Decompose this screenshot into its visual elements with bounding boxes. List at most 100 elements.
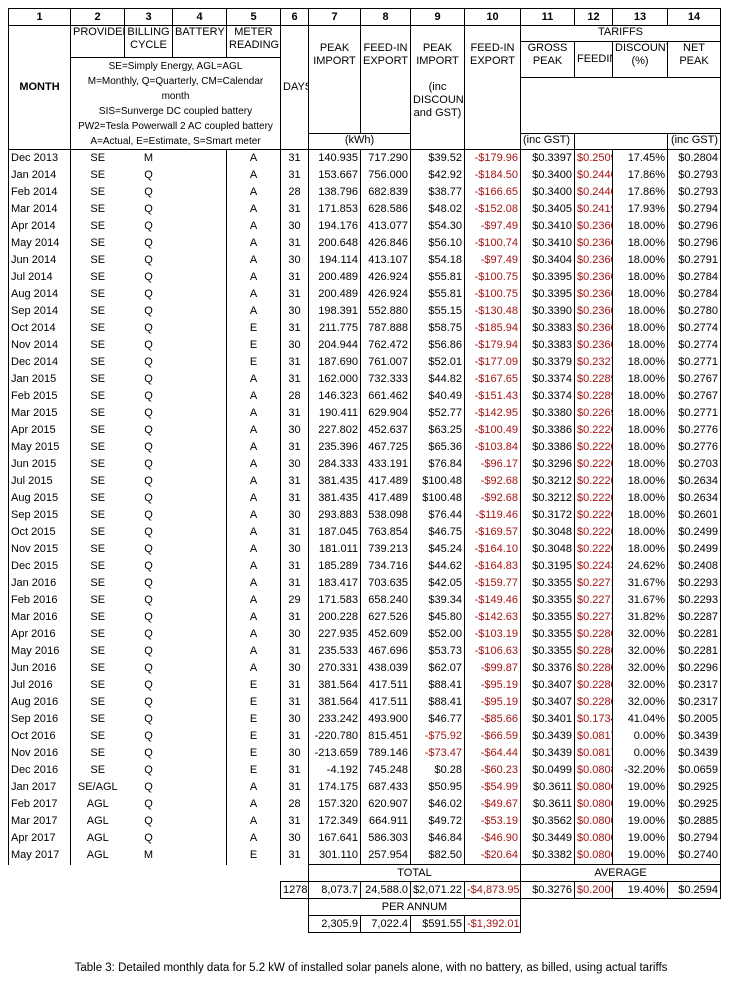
table-cell: $0.2767 (667, 388, 721, 405)
table-cell: 31 (280, 524, 309, 541)
table-cell: 467.696 (360, 643, 411, 660)
table-cell: $0.3355 (520, 643, 575, 660)
table-cell: $0.3379 (520, 354, 575, 371)
table-cell: A (226, 558, 281, 575)
table-cell: 187.045 (308, 524, 361, 541)
header-cell: (kWh) (308, 133, 411, 150)
table-cell: $0.2280 (574, 643, 613, 660)
table-cell: $0.3439 (667, 745, 721, 762)
table-cell: $0.3355 (520, 575, 575, 592)
table-cell: 17.86% (612, 167, 668, 184)
footer-row: 1278 8,073.7 24,588.0 $2,071.22 -$4,873.95 $0… (9, 881, 721, 899)
table-cell: -$142.63 (464, 609, 521, 626)
table-cell (173, 218, 227, 235)
table-row: Mar 2014 SE Q A 31 171.853 628.586 $48.02 -$152.… (8, 201, 721, 218)
table-cell: $0.0800 (574, 847, 613, 865)
table-cell: -$97.49 (464, 252, 521, 269)
table-cell: 381.435 (308, 490, 361, 507)
table-cell: 31 (280, 694, 309, 711)
table-cell: SE (90, 543, 106, 555)
table-cell: -$151.43 (464, 388, 521, 405)
table-cell: 381.564 (308, 677, 361, 694)
table-row: Feb 2017 AGL Q A 28 157.320 620.907 $46.02 -$49.… (8, 796, 721, 813)
table-cell: Q (144, 628, 153, 640)
table-cell: 413.107 (360, 252, 411, 269)
table-cell: -$100.49 (464, 422, 521, 439)
table-cell: $0.2804 (667, 149, 721, 167)
table-cell: $0.3395 (520, 269, 575, 286)
table-cell: -4.192 (308, 762, 361, 779)
table-cell: $0.2499 (667, 541, 721, 558)
table-cell: 185.289 (308, 558, 361, 575)
table-cell: $0.2280 (574, 677, 613, 694)
table-cell: SE (90, 696, 106, 708)
table-cell: 739.213 (360, 541, 411, 558)
table-cell: Mar 2014 (8, 201, 71, 218)
table-cell: -$179.94 (464, 337, 521, 354)
table-cell: Q (144, 781, 153, 793)
table-cell: 31 (280, 320, 309, 337)
footer-cell: 8,073.7 (308, 881, 361, 899)
table-cell: $0.2289 (574, 371, 613, 388)
table-cell: 30 (280, 660, 309, 677)
table-cell: Aug 2015 (8, 490, 71, 507)
table-cell: 717.290 (360, 149, 411, 167)
table-cell: 31.67% (612, 592, 668, 609)
table-cell: 426.846 (360, 235, 411, 252)
table-cell: E (226, 320, 281, 337)
table-cell: $0.2925 (667, 779, 721, 796)
table-cell: $0.2280 (574, 626, 613, 643)
table-cell: -$66.59 (464, 728, 521, 745)
table-cell: -$54.99 (464, 779, 521, 796)
table-cell: $0.3355 (520, 592, 575, 609)
table-cell: 32.00% (612, 643, 668, 660)
column-number: 7 (308, 8, 361, 26)
table-cell: A (226, 269, 281, 286)
table-cell: $62.07 (410, 660, 465, 677)
table-cell: SE (90, 764, 106, 776)
table-cell: -$164.10 (464, 541, 521, 558)
table-cell: AGL (86, 815, 109, 827)
footer-cell: $0.3276 (520, 881, 575, 899)
header-cell: PEAK IMPORT (inc DISCOUNT and GST) (410, 25, 465, 150)
table-cell (173, 507, 227, 524)
table-row: Sep 2015 SE Q A 30 293.883 538.098 $76.44 -$119.… (8, 507, 721, 524)
header-cell (574, 133, 668, 150)
table-cell: Q (144, 543, 153, 555)
table-cell: SE (90, 577, 106, 589)
table-cell: Aug 2016 (8, 694, 71, 711)
table-cell: -$106.63 (464, 643, 521, 660)
table-cell: A (226, 303, 281, 320)
table-cell: $55.15 (410, 303, 465, 320)
table-cell: 30 (280, 830, 309, 847)
table-body: Dec 2013 SE M A 31 140.935 717.290 $39.52 -$179.… (8, 149, 721, 865)
table-cell (173, 592, 227, 609)
table-cell: SE (90, 679, 106, 691)
table-cell: 18.00% (612, 405, 668, 422)
table-row: Jun 2016 SE Q A 30 270.331 438.039 $62.07 -$99.8… (8, 660, 721, 677)
table-cell: -$177.09 (464, 354, 521, 371)
table-cell: 19.00% (612, 779, 668, 796)
table-row: Jul 2015 SE Q A 31 381.435 417.489 $100.48 -$92.… (8, 473, 721, 490)
table-cell: $0.3212 (520, 490, 575, 507)
table-cell: Q (144, 220, 153, 232)
table-cell: 18.00% (612, 286, 668, 303)
table-cell: 664.911 (360, 813, 411, 830)
table-cell: A (226, 524, 281, 541)
table-cell: -$167.65 (464, 371, 521, 388)
table-row: Jan 2015 SE Q A 31 162.000 732.333 $44.82 -$167.… (8, 371, 721, 388)
table-cell (173, 575, 227, 592)
column-number: 6 (280, 8, 309, 26)
table-cell: SE (90, 645, 106, 657)
table-cell: SE (90, 628, 106, 640)
table-cell: 538.098 (360, 507, 411, 524)
table-row: Oct 2014 SE Q E 31 211.775 787.888 $58.75 -$185.… (8, 320, 721, 337)
table-cell: 171.853 (308, 201, 361, 218)
table-cell: SE (90, 152, 106, 164)
table-cell: $0.3380 (520, 405, 575, 422)
table-cell: 18.00% (612, 303, 668, 320)
table-cell (173, 252, 227, 269)
table-cell: $0.2281 (667, 626, 721, 643)
table-cell: $0.2220 (574, 422, 613, 439)
